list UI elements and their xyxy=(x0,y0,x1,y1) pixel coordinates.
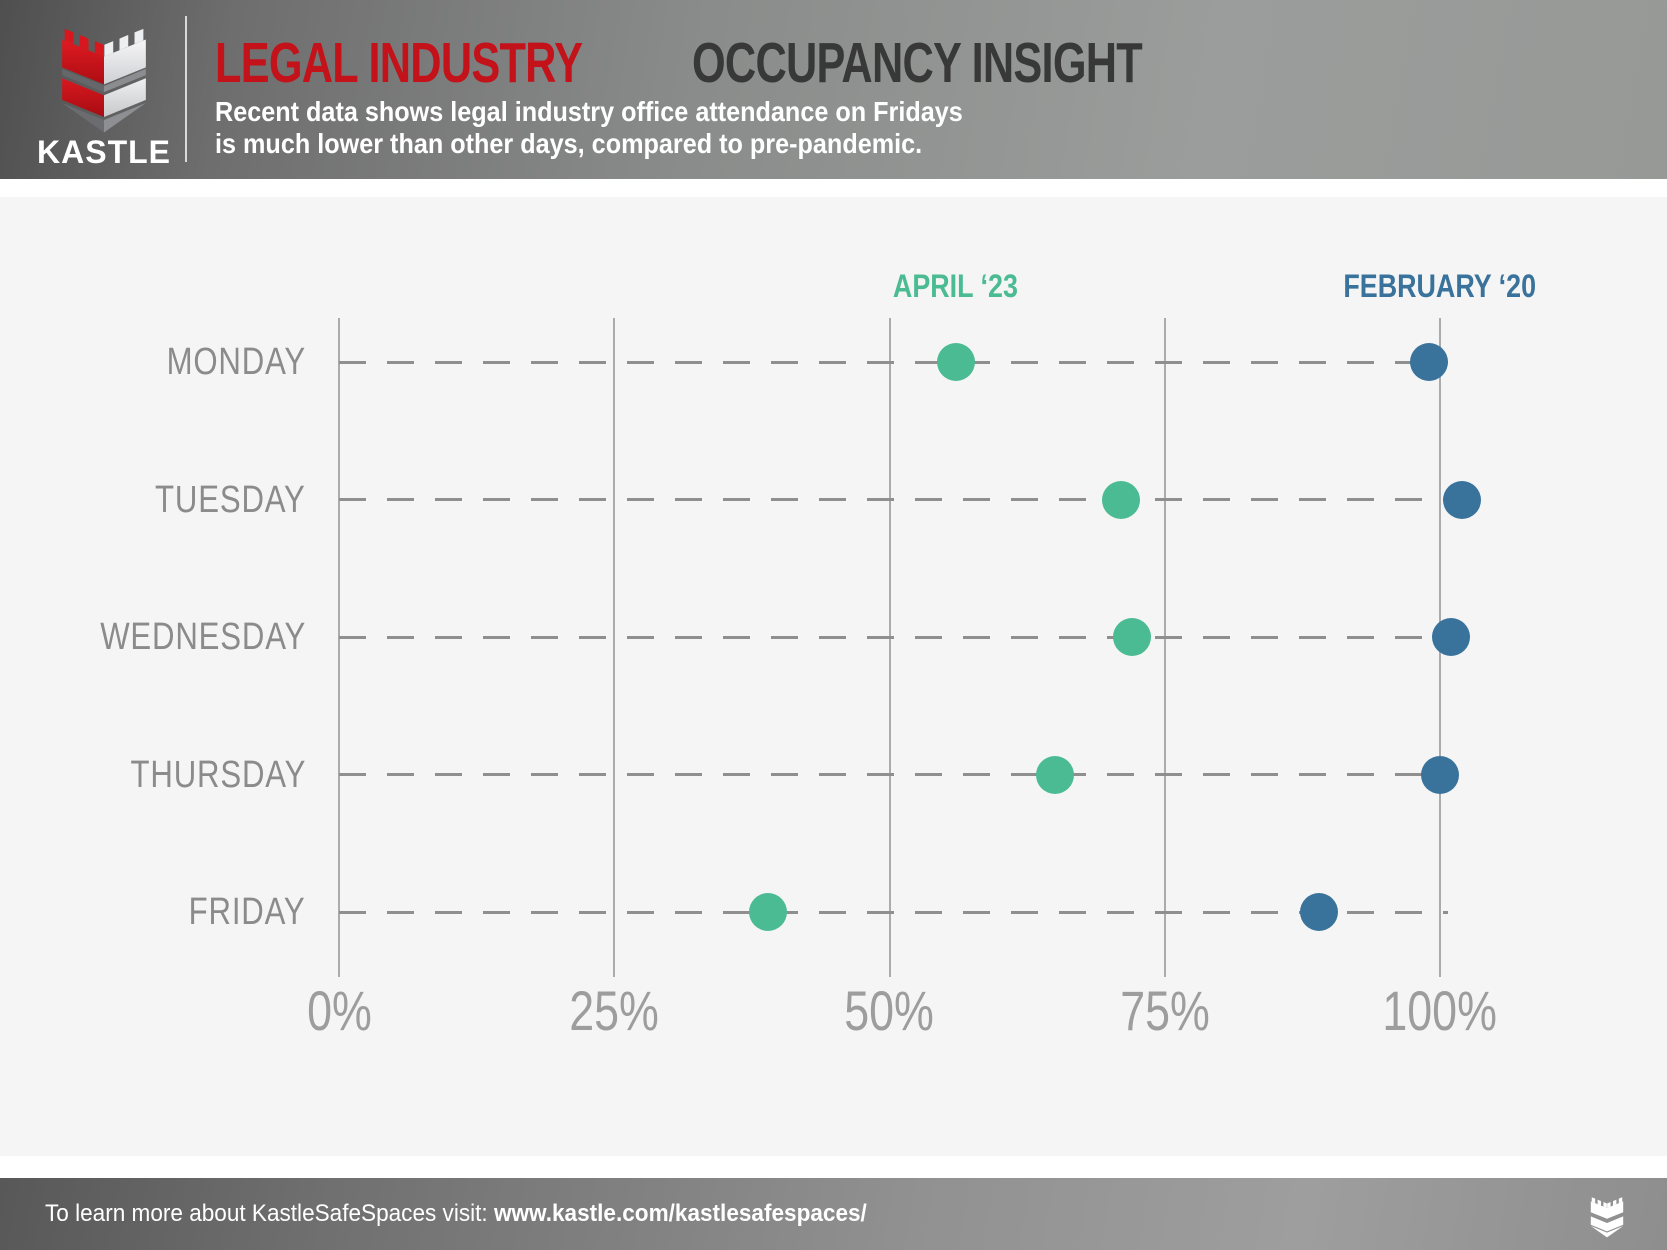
day-label-box-monday: MONDAY xyxy=(0,338,306,386)
day-label: FRIDAY xyxy=(189,891,306,933)
x-gridline-50 xyxy=(888,318,891,977)
legend-series-label: APRIL ‘23 xyxy=(893,268,1019,304)
x-tick-label-box: 75% xyxy=(1015,978,1315,1043)
x-gridline-75 xyxy=(1163,318,1166,977)
data-dot-tuesday-102pct xyxy=(1443,480,1482,519)
data-dot-tuesday-71pct xyxy=(1101,480,1140,519)
day-label: WEDNESDAY xyxy=(100,616,306,658)
footer-text: To learn more about KastleSafeSpaces vis… xyxy=(45,1178,867,1250)
x-tick-label: 100% xyxy=(1382,979,1498,1042)
day-label-box-thursday: THURSDAY xyxy=(0,751,306,799)
x-tick-label-box: 50% xyxy=(740,978,1040,1043)
page-subtitle: Recent data shows legal industry office … xyxy=(215,96,1046,160)
legend-april-23: APRIL ‘23 xyxy=(756,268,1156,305)
kastle-logo: KASTLE xyxy=(36,10,172,172)
data-dot-monday-99pct xyxy=(1409,343,1448,381)
row-dashed-line-wednesday xyxy=(339,635,1448,639)
row-dashed-line-monday xyxy=(339,360,1448,364)
footer-castle-icon xyxy=(1590,1197,1624,1238)
row-dashed-line-tuesday xyxy=(339,498,1448,501)
data-dot-thursday-100pct xyxy=(1421,755,1459,794)
x-gridline-0 xyxy=(338,318,340,977)
x-tick-label: 0% xyxy=(306,979,372,1042)
data-dot-thursday-65pct xyxy=(1035,755,1074,794)
x-tick-label-box: 0% xyxy=(189,978,489,1043)
legend-february-20: FEBRUARY ‘20 xyxy=(1240,268,1640,305)
footer-url: www.kastle.com/kastlesafespaces/ xyxy=(493,1200,867,1227)
data-dot-monday-56pct xyxy=(936,343,975,381)
day-label: THURSDAY xyxy=(130,753,306,796)
x-gridline-25 xyxy=(613,318,616,977)
day-label: MONDAY xyxy=(166,341,306,383)
x-tick-label: 50% xyxy=(844,979,935,1042)
footer-text-prefix: To learn more about KastleSafeSpaces vis… xyxy=(45,1200,494,1227)
page-title-highlight: LEGAL INDUSTRY xyxy=(215,31,583,95)
x-tick-label: 75% xyxy=(1119,979,1210,1042)
data-dot-friday-89pct xyxy=(1299,893,1338,931)
legend-series-label: FEBRUARY ‘20 xyxy=(1343,268,1537,304)
subtitle-line-2: is much lower than other days, compared … xyxy=(215,128,923,159)
footer-banner: To learn more about KastleSafeSpaces vis… xyxy=(0,1178,1667,1250)
kastle-castle-icon xyxy=(62,28,146,133)
x-tick-label: 25% xyxy=(569,979,660,1042)
page-title: LEGAL INDUSTRY OCCUPANCY INSIGHT xyxy=(215,30,1284,96)
x-tick-label-box: 100% xyxy=(1290,978,1590,1043)
data-dot-wednesday-72pct xyxy=(1112,618,1151,656)
row-dashed-line-friday xyxy=(339,910,1448,914)
day-label-box-tuesday: TUESDAY xyxy=(0,476,306,524)
occupancy-dot-plot: 0% 25% 50% 75% 100% MONDAY TUESDAY WEDNESDAY THU… xyxy=(0,197,1667,1156)
kastle-logo-wordmark: KASTLE xyxy=(37,134,171,170)
data-dot-friday-39pct xyxy=(749,893,788,931)
header-divider-line xyxy=(185,16,187,162)
day-label-box-friday: FRIDAY xyxy=(0,888,306,936)
data-dot-wednesday-101pct xyxy=(1432,618,1470,656)
header-banner: KASTLE LEGAL INDUSTRY OCCUPANCY INSIGHT R… xyxy=(0,0,1667,179)
page-title-rest: OCCUPANCY INSIGHT xyxy=(692,31,1143,95)
row-dashed-line-thursday xyxy=(339,773,1448,776)
x-tick-label-box: 25% xyxy=(464,978,764,1043)
day-label: TUESDAY xyxy=(155,478,306,521)
day-label-box-wednesday: WEDNESDAY xyxy=(0,613,306,661)
subtitle-line-1: Recent data shows legal industry office … xyxy=(215,96,963,127)
